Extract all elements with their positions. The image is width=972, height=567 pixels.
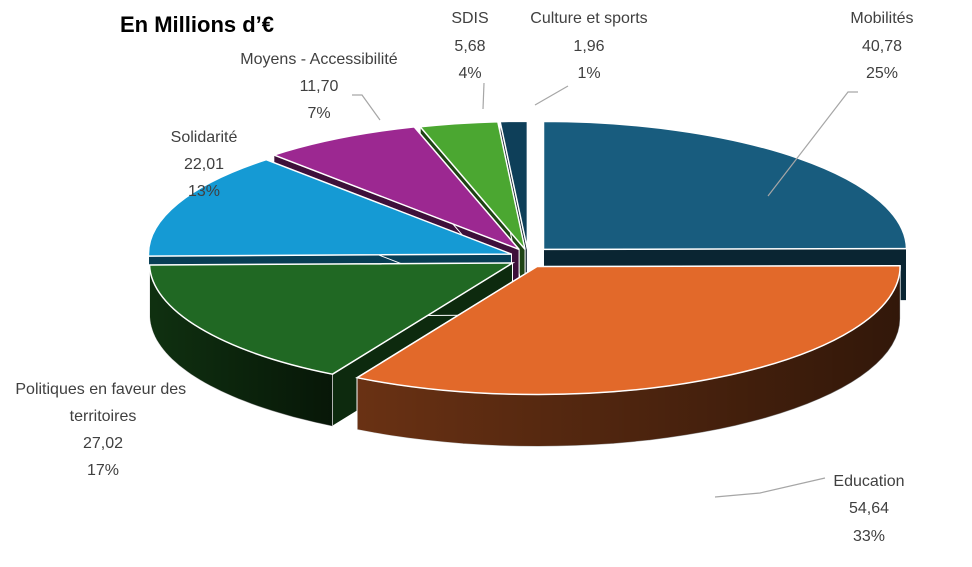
svg-text:5,68: 5,68: [454, 38, 485, 55]
leader-line-sdis: [482, 82, 485, 110]
svg-text:1%: 1%: [577, 65, 600, 82]
label-politiques: Politiques en faveur des territoires 27,…: [15, 381, 190, 479]
pie-slice-education-rim-shade: [357, 266, 901, 447]
label-mobilites: Mobilités 40,78 25%: [850, 10, 913, 82]
pie-slice-politiques-en-faveur-des-territoires-rim-shade: [149, 265, 333, 427]
svg-text:Politiques en faveur des: Politiques en faveur des territoires: [15, 381, 190, 425]
pie-slice-sdis-top: [418, 120, 526, 250]
leader-line-moyens: [352, 94, 381, 121]
label-solidarite: Solidarité 22,01 13%: [171, 129, 238, 200]
svg-text:17%: 17%: [87, 462, 119, 479]
svg-text:22,01: 22,01: [184, 156, 224, 173]
svg-text:Culture et sports: Culture et sports: [530, 10, 647, 27]
pie-slice-moyens-accessibilite-top: [271, 126, 520, 251]
svg-text:SDIS: SDIS: [451, 10, 488, 27]
label-sdis: SDIS 5,68 4%: [451, 10, 488, 82]
label-politiques-line1: Politiques en faveur des: [15, 381, 186, 398]
label-moyens: Moyens - Accessibilité 11,70 7%: [240, 51, 397, 122]
leader-line-education: [714, 477, 826, 498]
svg-text:1,96: 1,96: [573, 38, 604, 55]
leader-line-culture: [534, 85, 569, 106]
pie-slice-culture-et-sports-top: [499, 120, 529, 250]
svg-text:Moyens - Accessibilité: Moyens - Accessibilité: [240, 51, 397, 68]
pie-slice-solidarite-top: [147, 158, 512, 257]
svg-text:40,78: 40,78: [862, 38, 902, 55]
svg-text:Education: Education: [833, 473, 904, 490]
label-culture-sports: Culture et sports 1,96 1%: [530, 10, 647, 82]
label-politiques-line2: territoires: [70, 408, 137, 425]
svg-text:Solidarité: Solidarité: [171, 129, 238, 146]
chart-title: En Millions d’€: [120, 12, 274, 37]
svg-text:11,70: 11,70: [300, 78, 339, 95]
svg-text:25%: 25%: [866, 65, 898, 82]
leader-line-mobilites: [767, 91, 858, 197]
svg-text:Mobilités: Mobilités: [850, 10, 913, 27]
svg-text:13%: 13%: [188, 183, 220, 200]
pie-slice-politiques-en-faveur-des-territoires-top: [148, 262, 516, 375]
svg-text:33%: 33%: [853, 528, 885, 545]
svg-text:27,02: 27,02: [83, 435, 123, 452]
svg-text:7%: 7%: [307, 105, 330, 122]
pie-slice-mobilites-top: [542, 120, 908, 251]
pie-slices: [147, 120, 908, 448]
label-education: Education 54,64 33%: [833, 473, 904, 545]
pie-slice-education: [355, 264, 901, 448]
pie-slice-education-top: [355, 264, 901, 396]
svg-text:54,64: 54,64: [849, 500, 889, 517]
svg-text:4%: 4%: [458, 65, 481, 82]
